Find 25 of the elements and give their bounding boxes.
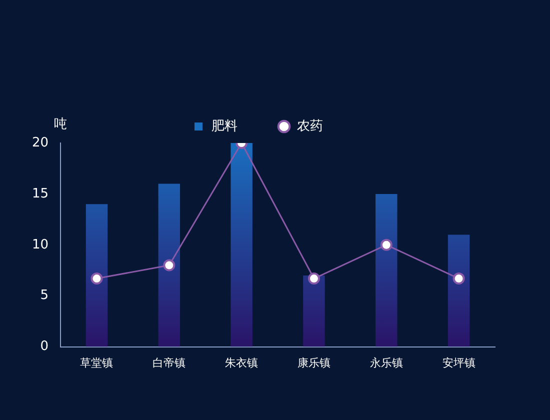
y-tick-label: 0 bbox=[40, 339, 49, 354]
point bbox=[163, 259, 176, 272]
x-tick-label: 朱衣镇 bbox=[225, 356, 258, 370]
legend-label: 农药 bbox=[297, 118, 323, 134]
point bbox=[90, 272, 103, 285]
x-tick-label: 白帝镇 bbox=[152, 356, 186, 370]
x-tick-label: 安坪镇 bbox=[442, 356, 476, 370]
y-axis-title: 吨 bbox=[54, 116, 68, 132]
y-tick-label: 15 bbox=[32, 186, 49, 202]
bar bbox=[448, 234, 470, 347]
bar bbox=[158, 184, 180, 347]
point bbox=[380, 238, 392, 251]
point bbox=[308, 272, 320, 285]
y-tick-label: 20 bbox=[32, 135, 49, 150]
bar bbox=[86, 204, 108, 347]
bar bbox=[230, 143, 252, 347]
bar bbox=[376, 194, 398, 347]
y-tick-label: 5 bbox=[40, 288, 49, 304]
legend-label: 肥料 bbox=[212, 118, 238, 134]
bar bbox=[303, 275, 325, 347]
x-tick-label: 永乐镇 bbox=[370, 356, 403, 370]
y-tick-label: 10 bbox=[32, 237, 49, 252]
point bbox=[452, 272, 465, 285]
x-tick-label: 草堂镇 bbox=[80, 356, 114, 370]
x-tick-label: 康乐镇 bbox=[297, 356, 330, 370]
